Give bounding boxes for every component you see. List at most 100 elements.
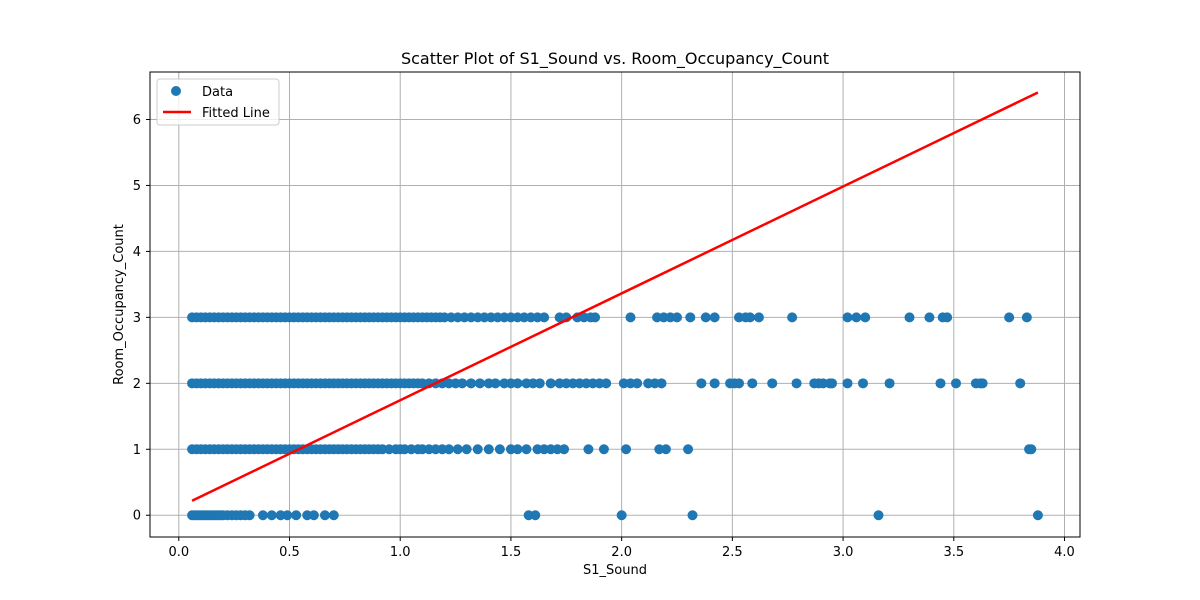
data-point bbox=[521, 444, 532, 455]
data-point bbox=[873, 510, 884, 521]
data-point bbox=[1026, 444, 1037, 455]
data-point bbox=[559, 444, 570, 455]
x-tick-label: 1.0 bbox=[390, 545, 411, 560]
x-tick-label: 0.0 bbox=[168, 545, 189, 560]
y-axis-label: Room_Occupancy_Count bbox=[112, 224, 127, 385]
data-point bbox=[452, 444, 463, 455]
data-point bbox=[924, 312, 935, 323]
data-point bbox=[530, 510, 541, 521]
data-point bbox=[483, 444, 494, 455]
data-point bbox=[625, 312, 636, 323]
data-point bbox=[709, 378, 720, 389]
x-tick-label: 2.0 bbox=[611, 545, 632, 560]
x-tick-label: 2.5 bbox=[722, 545, 743, 560]
y-tick-label: 5 bbox=[133, 179, 141, 194]
data-point bbox=[616, 510, 627, 521]
grid bbox=[150, 72, 1080, 537]
data-point bbox=[490, 378, 501, 389]
data-point bbox=[709, 312, 720, 323]
data-point bbox=[660, 444, 671, 455]
data-point bbox=[443, 444, 454, 455]
data-point bbox=[672, 312, 682, 323]
data-point bbox=[884, 378, 895, 389]
data-point bbox=[512, 444, 523, 455]
fitted-line bbox=[191, 91, 1039, 502]
data-point bbox=[935, 378, 946, 389]
data-point bbox=[683, 444, 694, 455]
data-point bbox=[328, 510, 339, 521]
data-point bbox=[787, 312, 798, 323]
data-point bbox=[904, 312, 915, 323]
data-point bbox=[851, 312, 862, 323]
y-tick-label: 4 bbox=[133, 245, 141, 260]
plot-frame bbox=[149, 71, 1081, 538]
data-point bbox=[319, 510, 330, 521]
data-point bbox=[842, 378, 853, 389]
legend-fitted-line-label: Fitted Line bbox=[202, 106, 270, 121]
data-point bbox=[474, 378, 485, 389]
data-point bbox=[745, 312, 756, 323]
data-point bbox=[583, 444, 594, 455]
data-point bbox=[632, 378, 643, 389]
data-point bbox=[539, 312, 550, 323]
data-point bbox=[545, 378, 556, 389]
data-point bbox=[291, 510, 302, 521]
data-point bbox=[494, 444, 505, 455]
data-point bbox=[842, 312, 853, 323]
x-tick-label: 3.5 bbox=[943, 545, 964, 560]
y-tick-label: 1 bbox=[133, 443, 141, 458]
data-point bbox=[791, 378, 802, 389]
data-point bbox=[457, 378, 468, 389]
x-axis: 0.0 0.5 1.0 1.5 2.0 2.5 3.0 3.5 4.0 bbox=[168, 537, 1075, 560]
data-point bbox=[266, 510, 277, 521]
x-tick-label: 3.0 bbox=[833, 545, 854, 560]
data-point bbox=[590, 312, 601, 323]
legend: Data Fitted Line bbox=[156, 78, 280, 126]
x-tick-label: 0.5 bbox=[279, 545, 300, 560]
y-tick-label: 6 bbox=[133, 113, 141, 128]
legend-box bbox=[156, 78, 280, 126]
data-series-points bbox=[187, 312, 1043, 521]
data-point bbox=[282, 510, 293, 521]
data-point bbox=[942, 312, 953, 323]
y-tick-label: 3 bbox=[133, 311, 141, 326]
fitted-line-series bbox=[191, 91, 1039, 502]
data-point bbox=[696, 378, 707, 389]
data-point bbox=[827, 378, 837, 389]
x-axis-label: S1_Sound bbox=[583, 563, 647, 578]
data-point bbox=[858, 378, 868, 389]
data-point bbox=[621, 444, 632, 455]
x-tick-label: 1.5 bbox=[501, 545, 522, 560]
y-axis: 0 1 2 3 4 5 6 bbox=[133, 113, 150, 524]
data-point bbox=[687, 510, 698, 521]
data-point bbox=[512, 378, 523, 389]
legend-data-marker bbox=[171, 86, 181, 96]
data-point bbox=[1032, 510, 1043, 521]
data-point bbox=[951, 378, 961, 389]
data-point bbox=[461, 444, 472, 455]
data-point bbox=[767, 378, 778, 389]
data-point bbox=[308, 510, 319, 521]
data-point bbox=[257, 510, 268, 521]
y-tick-label: 2 bbox=[133, 377, 141, 392]
data-point bbox=[472, 444, 483, 455]
y-tick-label: 0 bbox=[133, 509, 141, 524]
data-point bbox=[1015, 378, 1026, 389]
data-point bbox=[1021, 312, 1032, 323]
chart-title: Scatter Plot of S1_Sound vs. Room_Occupa… bbox=[401, 49, 829, 69]
data-point bbox=[656, 378, 667, 389]
data-point bbox=[466, 378, 477, 389]
data-point bbox=[601, 378, 612, 389]
data-point bbox=[977, 378, 988, 389]
data-point bbox=[244, 510, 255, 521]
data-point bbox=[747, 378, 758, 389]
data-point bbox=[753, 312, 764, 323]
data-point bbox=[598, 444, 609, 455]
x-tick-label: 4.0 bbox=[1054, 545, 1075, 560]
data-point bbox=[860, 312, 871, 323]
data-point bbox=[1004, 312, 1015, 323]
data-point bbox=[700, 312, 711, 323]
data-point bbox=[534, 378, 545, 389]
data-point bbox=[734, 378, 744, 389]
